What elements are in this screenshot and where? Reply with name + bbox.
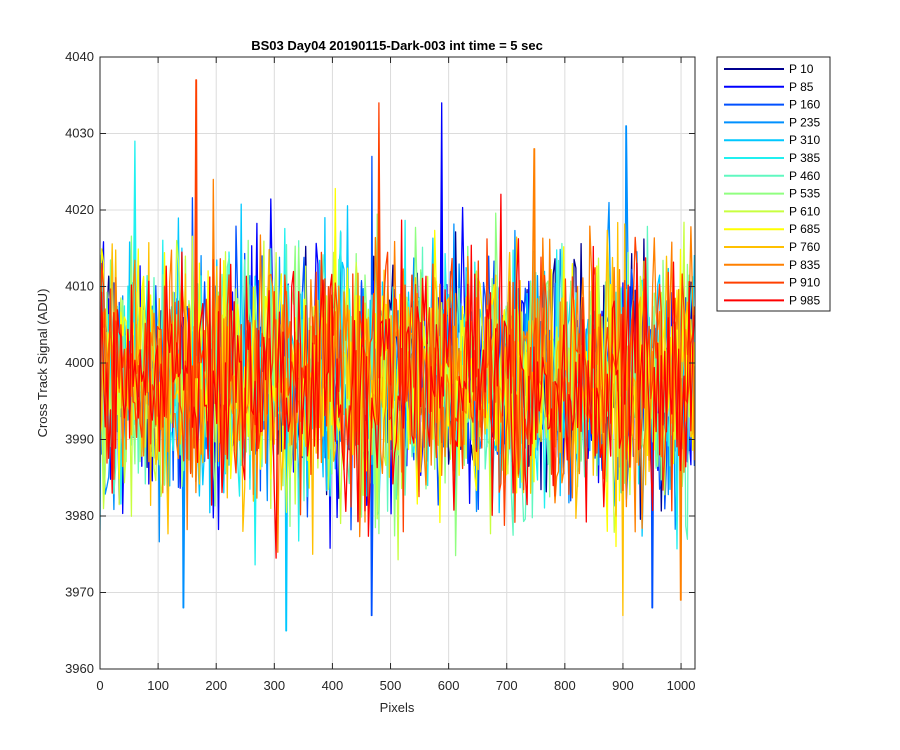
x-axis: 0 100 200 300 400 500 600 700 800 900 1000 — [96, 57, 696, 693]
y-axis: 3960 3970 3980 3990 4000 4010 4020 4030 4040 — [65, 49, 695, 676]
series-line-p985 — [100, 193, 695, 559]
legend-entry: P 310 — [789, 133, 820, 147]
y-tick-label: 4040 — [65, 49, 94, 64]
legend-entry: P 385 — [789, 151, 820, 165]
chart-title: BS03 Day04 20190115-Dark-003 int time = … — [251, 38, 543, 53]
x-tick-label: 0 — [96, 678, 103, 693]
y-tick-label: 3960 — [65, 661, 94, 676]
legend-entry: P 160 — [789, 98, 820, 112]
x-axis-label: Pixels — [380, 700, 415, 715]
y-axis-label: Cross Track Signal (ADU) — [35, 289, 50, 438]
legend-entry: P 535 — [789, 187, 820, 201]
x-tick-label: 300 — [263, 678, 285, 693]
x-tick-label: 700 — [496, 678, 518, 693]
legend-entry: P 985 — [789, 293, 820, 307]
y-tick-label: 4020 — [65, 202, 94, 217]
legend-box — [716, 56, 831, 312]
legend-entry: P 910 — [789, 276, 820, 290]
legend-entry: P 235 — [789, 115, 820, 129]
y-tick-label: 3970 — [65, 585, 94, 600]
y-tick-label: 3990 — [65, 432, 94, 447]
legend-entry: P 10 — [789, 62, 814, 76]
x-tick-label: 200 — [205, 678, 227, 693]
y-tick-label: 4030 — [65, 126, 94, 141]
legend-entry: P 460 — [789, 169, 820, 183]
x-tick-label: 100 — [147, 678, 169, 693]
legend-entry: P 85 — [789, 80, 814, 94]
x-tick-label: 600 — [438, 678, 460, 693]
legend-entry: P 760 — [789, 240, 820, 254]
y-tick-label: 4010 — [65, 279, 94, 294]
x-tick-label: 400 — [322, 678, 344, 693]
legend-entry: P 610 — [789, 204, 820, 218]
series-line-p685 — [100, 187, 695, 548]
series-lines — [100, 79, 695, 632]
x-tick-label: 800 — [554, 678, 576, 693]
y-tick-label: 4000 — [65, 355, 94, 370]
legend: P 10 P 85 P 160 P 235 P 310 P 385 P 460 P 535 P … — [716, 56, 831, 312]
x-tick-label: 900 — [612, 678, 634, 693]
x-tick-label: 500 — [380, 678, 402, 693]
x-tick-label: 1000 — [667, 678, 696, 693]
legend-entry: P 685 — [789, 222, 820, 236]
legend-entry: P 835 — [789, 258, 820, 272]
y-tick-label: 3980 — [65, 508, 94, 523]
